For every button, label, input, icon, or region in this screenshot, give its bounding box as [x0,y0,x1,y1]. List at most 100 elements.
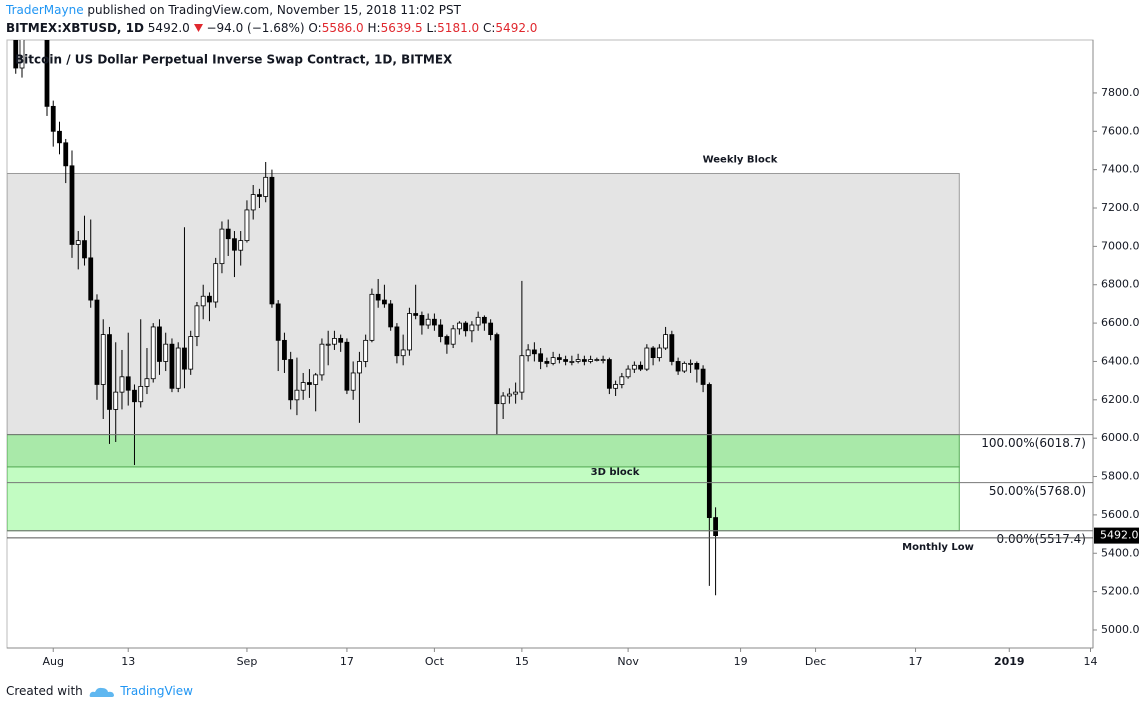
y-tick-label: 5400.0 [1101,546,1140,559]
candle-body [94,299,100,385]
x-tick-label: 17 [340,655,354,668]
candle-body [663,334,668,349]
candle-body [294,389,300,401]
candle-body [488,322,494,336]
candle-body [438,324,444,337]
x-tick-label: 15 [515,655,529,668]
candle-body [694,362,700,370]
candle-body [19,40,25,69]
candle-body [638,364,644,370]
candle-body [13,40,19,69]
candle-body [619,376,625,385]
candle-body [75,240,81,245]
candle-body [544,361,550,364]
y-tick-label: 6400.0 [1101,354,1140,367]
candle-body [513,391,519,395]
candle-body [26,10,30,20]
candle-body [625,368,631,378]
candle-body [388,303,394,328]
candle-body [569,361,575,363]
candle-body [169,343,175,389]
candle-body [669,334,675,362]
candle-body [432,318,437,326]
candle-body [369,293,375,341]
ohlc-open: 5586.0 [321,21,364,35]
y-tick-label: 5600.0 [1101,508,1140,521]
candle-body [556,357,562,360]
candle-body [382,299,387,305]
tv-logo[interactable] [89,685,115,699]
symbol: BITMEX:XBTUSD, 1D [6,21,144,35]
candle-body [456,322,462,330]
candle-body [100,334,106,385]
candle-body [307,382,312,385]
candle-body [7,16,11,22]
brand[interactable]: TradingView [120,684,193,698]
x-tick-label: Aug [42,655,63,668]
x-tick-label: Sep [237,655,258,668]
candle-body [506,393,512,397]
candle-body [519,355,525,393]
candle-body [257,194,262,197]
ohlc-close: 5492.0 [495,21,538,35]
candle-body [581,359,587,362]
candle-body [550,357,556,364]
candle-body [275,303,281,341]
candle-body [656,347,662,359]
candle-body [244,209,250,242]
candle-body [219,228,225,265]
candle-body [650,347,656,359]
candle-body [107,334,112,410]
candle-body [213,263,219,303]
candle-body [538,353,544,362]
y-tick-label: 5200.0 [1101,585,1140,598]
candle-body [57,130,62,144]
candle-body [357,361,362,374]
footer: Created with TradingView [6,684,193,699]
y-tick-label: 5800.0 [1101,470,1140,483]
y-tick-label: 7000.0 [1101,239,1140,252]
candle-body [644,347,650,370]
candle-body [325,343,331,346]
candle-body [463,322,469,332]
candle-body [207,295,212,303]
candle-body [163,343,169,362]
candle-body [363,339,369,362]
candle-body [481,316,487,324]
created-with: Created with [6,684,83,698]
candle-body [132,389,137,403]
candle-body [469,324,475,332]
candle-body [525,349,531,357]
candle-body [232,238,237,251]
chart-title: Bitcoin / US Dollar Perpetual Inverse Sw… [15,53,453,67]
candle-body [263,176,269,197]
published-text: published on TradingView.com, November 1… [87,3,461,17]
candle-body [332,338,337,345]
candle-body [613,384,619,389]
candle-body [450,328,456,345]
x-tick-label: Oct [425,655,445,668]
fib-label: 100.00%(6018.7) [981,436,1086,450]
y-tick-label: 6000.0 [1101,431,1140,444]
y-tick-label: 7200.0 [1101,201,1140,214]
ohlc-low-label: L: [426,21,438,35]
candle-body [313,374,319,385]
candle-body [475,316,481,326]
author[interactable]: TraderMayne [6,3,84,17]
block-3d-label: 3D block [591,467,640,478]
candle-body [200,295,206,307]
candle-body [69,165,75,245]
candle-body [444,336,450,345]
candle-body [269,176,275,305]
y-tick-label: 7600.0 [1101,124,1140,137]
candle-body [157,326,162,362]
candle-body [419,315,425,326]
candle-body [681,362,687,372]
candle-body [138,385,144,403]
block-3d-lower [7,466,960,532]
candle-body [288,359,294,401]
weekly-block [7,172,960,436]
x-tick-label: 19 [734,655,748,668]
candle-body [125,376,131,391]
